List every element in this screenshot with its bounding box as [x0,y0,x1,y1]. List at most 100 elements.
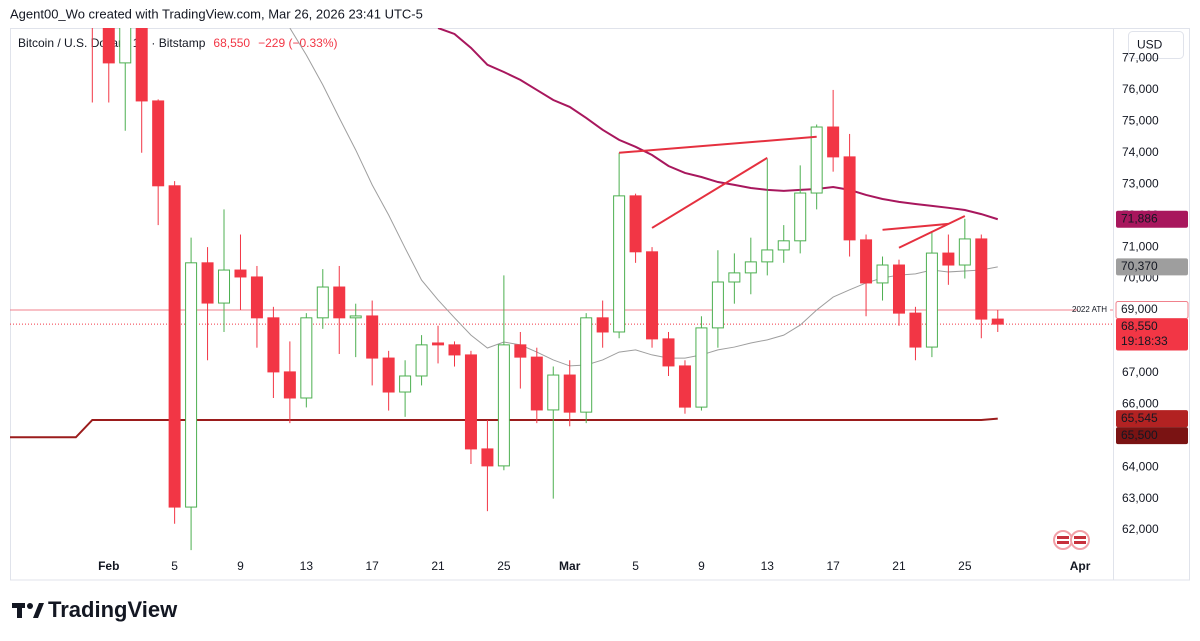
trend-line [898,215,966,249]
candle-body [843,156,856,241]
y-tick-label: 64,000 [1122,459,1159,473]
candle-body [415,344,428,377]
ath-label-bg [1078,304,1110,315]
candle-body [761,249,774,263]
candle-body [810,126,823,194]
candle-body [596,317,609,333]
price-label: 65,545 [1121,411,1158,425]
candle-body [794,192,807,242]
trend-line [882,222,949,231]
y-tick-label: 73,000 [1122,176,1159,190]
candle-body [827,126,840,158]
candle-body [267,317,280,373]
moving-average-line [437,28,999,221]
moving-average-line [289,28,998,367]
price-label-bg [1116,427,1188,445]
last-price: 68,550 [213,36,250,50]
candle-body [432,342,445,346]
price-label: 71,886 [1121,211,1158,225]
y-tick-label: 62,000 [1122,522,1159,536]
price-label: 69,000 [1121,302,1158,316]
candle-body [530,356,543,411]
currency-button[interactable] [1128,31,1184,59]
y-tick-label: 74,000 [1122,145,1159,159]
y-tick-label: 63,000 [1122,491,1159,505]
price-label: 68,550 [1121,319,1158,333]
y-tick-label: 76,000 [1122,82,1159,96]
price-change: −229 (−0.33%) [258,36,337,50]
candle-body [662,338,675,367]
x-tick-label: 25 [497,559,511,573]
candle-body [678,365,691,408]
candle-body [366,315,379,359]
candle-body [991,318,1004,325]
candle-body [152,100,165,187]
candle-body [448,344,461,356]
y-tick-label: 71,000 [1122,239,1159,253]
candle-body [102,28,115,64]
x-tick-label: 17 [826,559,840,573]
price-label-bg [1116,318,1188,351]
candle-body [185,262,198,508]
plot-area: 2022 ATH [10,28,1113,551]
candle-body [234,269,247,278]
candle-body [613,195,626,333]
candle-body [168,185,181,508]
currency-label[interactable]: USD [1137,38,1163,52]
y-tick-label: 75,000 [1122,114,1159,128]
candle-body [333,286,346,319]
x-tick-label: 13 [761,559,775,573]
x-tick-label: 9 [237,559,244,573]
x-tick-label: 25 [958,559,972,573]
y-tick-label: 77,000 [1122,51,1159,65]
candle-body [777,240,790,251]
moving-average-line [10,417,998,439]
x-tick-label: 9 [698,559,705,573]
brand-name: TradingView [48,597,178,622]
x-tick-label: 17 [365,559,379,573]
ath-label: 2022 ATH [1072,305,1107,314]
candle-body [300,317,313,399]
candle-body [925,252,938,348]
candle-body [744,261,757,274]
candle-body [135,28,148,102]
candle-body [382,357,395,393]
x-tick-label: 13 [300,559,314,573]
y-tick-label: 66,000 [1122,396,1159,410]
legend: Bitcoin / U.S. Dollar · 1D · Bitstamp68,… [18,36,337,50]
candle-body [711,281,724,329]
price-label: 70,370 [1121,259,1158,273]
candle-body [399,375,412,393]
candle-body [464,354,477,450]
candle-body [316,286,329,319]
candle-body [119,28,132,64]
candle-body [942,252,955,266]
price-label: 65,500 [1121,428,1158,442]
candle-body [892,264,905,314]
candle-body [695,327,708,408]
price-label-bg [1116,410,1188,428]
x-tick-label: 5 [632,559,639,573]
candle-body [909,312,922,348]
candle-body [975,238,988,320]
trend-line [619,135,817,154]
attribution: Agent00_Wo created with TradingView.com,… [10,6,423,21]
x-tick-label: Mar [559,559,581,573]
candle-body [283,371,296,399]
trend-line [651,156,768,229]
x-tick-label: 21 [892,559,906,573]
chart-frame [10,28,1190,581]
candle-body [547,374,560,411]
candle-body [250,276,263,319]
candle-body [958,238,971,266]
candle-body [876,264,889,284]
x-tick-label: 21 [431,559,445,573]
y-tick-label: 67,000 [1122,365,1159,379]
candle-body [563,374,576,413]
candle-body [497,344,510,467]
flag-icons [1053,530,1090,550]
candle-body [580,317,593,413]
price-label: 19:18:33 [1121,334,1168,348]
